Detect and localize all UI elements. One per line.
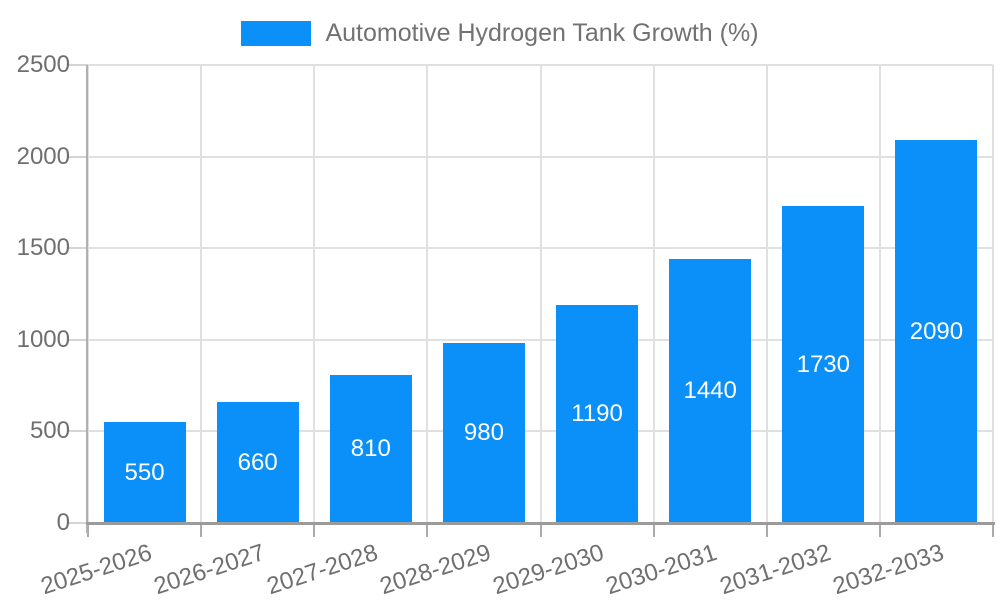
x-axis-tick [313, 525, 316, 537]
bar[interactable]: 810 [329, 374, 412, 523]
bar-value-label: 2090 [909, 317, 964, 345]
bar[interactable]: 1440 [669, 259, 752, 523]
bar-value-label: 810 [350, 434, 391, 462]
x-axis-tick [200, 525, 203, 537]
vertical-gridline [313, 65, 316, 523]
y-axis-tick [68, 247, 88, 250]
vertical-gridline [765, 65, 768, 523]
legend-label: Automotive Hydrogen Tank Growth (%) [325, 18, 759, 47]
bar[interactable]: 980 [442, 343, 525, 523]
x-axis-tick [652, 525, 655, 537]
x-axis-line [86, 522, 995, 525]
y-axis-line [86, 65, 88, 533]
x-axis-tick [878, 525, 881, 537]
bar-value-label: 980 [463, 419, 504, 447]
x-axis-tick [539, 525, 542, 537]
legend-swatch-icon [241, 20, 312, 46]
vertical-gridline [652, 65, 655, 523]
vertical-gridline [992, 65, 994, 523]
bar-value-label: 1730 [796, 350, 850, 378]
y-axis-tick [68, 430, 88, 433]
vertical-gridline [426, 65, 429, 523]
x-axis-label: 2026-2027 [150, 539, 269, 600]
bar-value-label: 1190 [571, 399, 623, 427]
bar-value-label: 1440 [683, 377, 737, 405]
x-axis-label: 2032-2033 [829, 539, 947, 600]
x-axis-tick [992, 525, 994, 537]
x-axis-tick [765, 525, 768, 537]
y-axis-tick-label: 2000 [16, 142, 70, 170]
vertical-gridline [200, 65, 203, 523]
y-axis-tick [68, 64, 88, 66]
vertical-gridline [87, 65, 89, 523]
bar-value-label: 660 [237, 448, 278, 476]
x-axis-tick [87, 525, 89, 537]
bar[interactable]: 660 [216, 402, 299, 523]
x-axis-tick [426, 525, 429, 537]
bar[interactable]: 550 [103, 422, 186, 523]
y-axis-tick [68, 155, 88, 158]
bar-value-label: 550 [124, 458, 165, 486]
bar[interactable]: 2090 [895, 140, 978, 523]
x-axis-label: 2030-2031 [603, 539, 721, 600]
y-axis-tick [68, 522, 88, 524]
y-axis-tick [68, 338, 88, 341]
y-axis-tick-label: 0 [56, 509, 70, 536]
bar[interactable]: 1190 [556, 304, 639, 523]
y-axis-tick-label: 2500 [16, 51, 70, 78]
y-axis-tick-label: 1500 [16, 234, 70, 262]
x-axis-label: 2028-2029 [376, 539, 495, 600]
legend-item[interactable]: Automotive Hydrogen Tank Growth (%) [0, 14, 1000, 52]
vertical-gridline [539, 65, 542, 523]
bar[interactable]: 1730 [782, 206, 865, 523]
x-axis-label: 2027-2028 [263, 539, 382, 600]
x-axis-label: 2031-2032 [716, 539, 834, 600]
x-axis-label: 2029-2030 [489, 539, 608, 600]
y-axis-tick-label: 1000 [16, 325, 70, 353]
x-axis-label: 2025-2026 [37, 539, 155, 600]
vertical-gridline [878, 65, 881, 523]
y-axis-tick-label: 500 [29, 417, 70, 445]
